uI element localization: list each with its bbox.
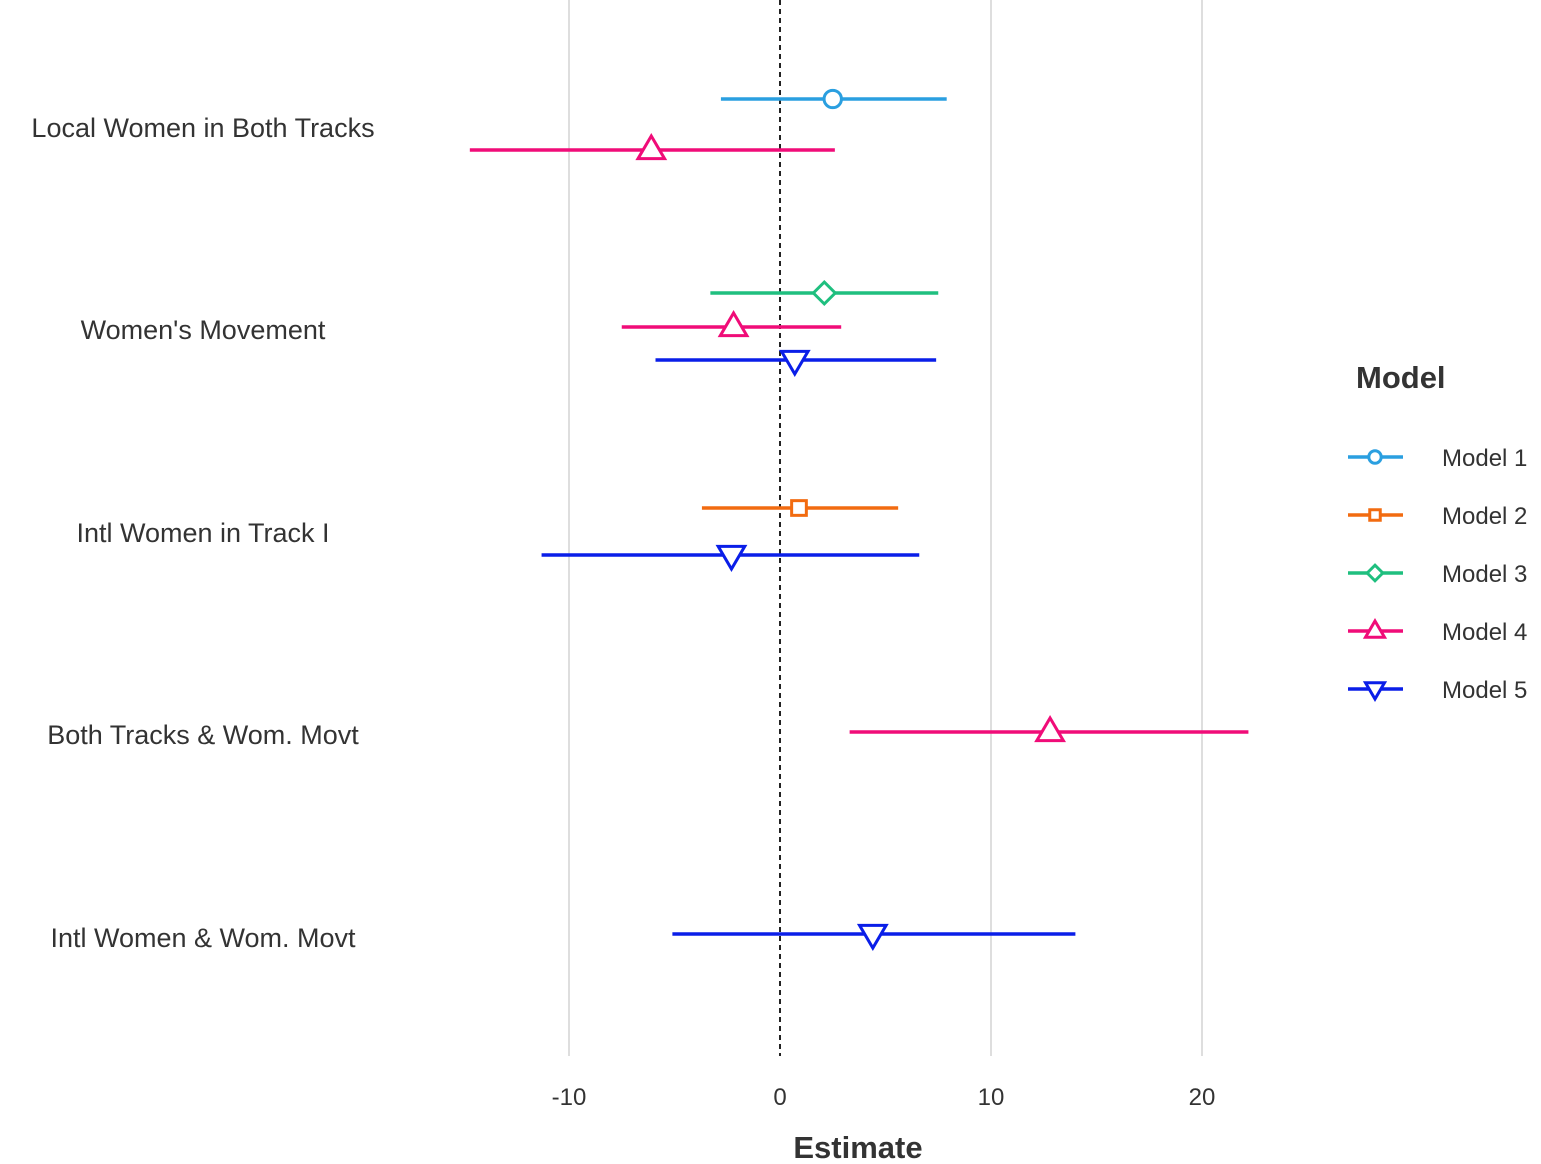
point-model-4 [717, 310, 750, 338]
point-model-3 [811, 279, 838, 307]
point-model-1 [822, 88, 843, 110]
legend-item: Model 2 [1348, 503, 1527, 530]
legend-key-triangle-up-icon [1362, 618, 1388, 639]
legend-label: Model 3 [1442, 561, 1527, 588]
category-label: Local Women in Both Tracks [31, 113, 374, 143]
category-label: Women's Movement [81, 315, 326, 345]
point-model-2 [790, 499, 808, 517]
legend-label: Model 5 [1442, 677, 1527, 704]
point-model-4 [635, 133, 668, 161]
legend-item: Model 1 [1348, 445, 1527, 472]
estimate-marks [469, 88, 1249, 951]
point-model-5 [715, 544, 748, 572]
point-model-4 [1034, 715, 1066, 743]
legend-title: Model [1356, 360, 1446, 395]
point-model-5 [778, 349, 811, 377]
legend-item: Model 3 [1348, 561, 1527, 588]
legend-label: Model 2 [1442, 503, 1527, 530]
x-tick-label: -10 [552, 1084, 587, 1111]
legend-key-square-icon [1368, 508, 1382, 522]
category-label: Intl Women & Wom. Movt [50, 923, 356, 953]
category-labels: Local Women in Both Tracks Women's Moveme… [31, 113, 374, 953]
gridlines [568, 0, 1203, 1056]
legend-label: Model 4 [1442, 619, 1527, 646]
x-tick-label: 0 [773, 1084, 786, 1111]
category-label: Intl Women in Track I [76, 518, 329, 548]
legend-label: Model 1 [1442, 445, 1527, 472]
category-label: Both Tracks & Wom. Movt [47, 720, 359, 750]
legend-item: Model 5 [1348, 677, 1527, 704]
legend-item: Model 4 [1348, 618, 1527, 646]
x-axis-title: Estimate [793, 1130, 922, 1164]
x-tick-label: 20 [1189, 1084, 1216, 1111]
legend: Model Model 1 Model 2 Model 3 Model 4 Model … [1348, 360, 1527, 704]
legend-key-circle-icon [1367, 449, 1383, 465]
x-tick-label: 10 [978, 1084, 1005, 1111]
legend-key-triangle-down-icon [1362, 681, 1388, 702]
legend-key-diamond-icon [1365, 563, 1385, 583]
x-tick-labels: -10 0 10 20 [552, 1084, 1216, 1111]
point-model-5 [856, 923, 889, 951]
